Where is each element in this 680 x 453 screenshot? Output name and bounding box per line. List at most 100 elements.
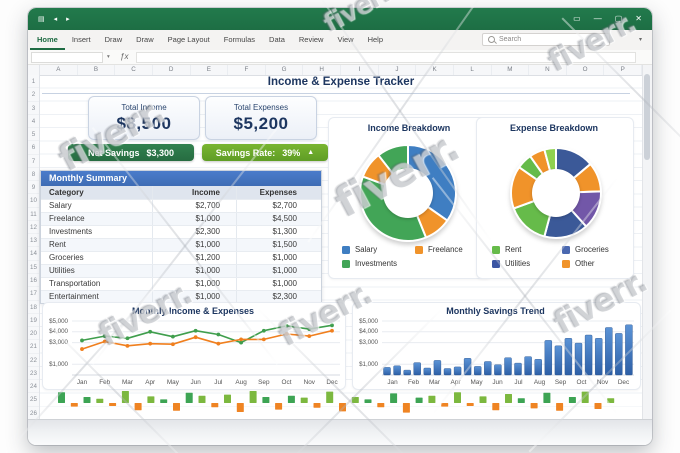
column-header-G[interactable]: G	[266, 65, 304, 75]
redo-icon[interactable]: ▸	[66, 15, 70, 23]
row-header-6[interactable]: 6	[28, 141, 39, 155]
column-header-P[interactable]: P	[604, 65, 642, 75]
cell[interactable]: $2,700	[272, 201, 297, 210]
row-header-20[interactable]: 20	[28, 327, 39, 341]
total-expenses-card: Total Expenses $5,200	[205, 96, 317, 140]
column-header-N[interactable]: N	[529, 65, 567, 75]
tab-draw[interactable]: Draw	[136, 35, 154, 44]
row-header-7[interactable]: 7	[28, 155, 39, 168]
cell[interactable]: $1,500	[272, 240, 297, 249]
cell[interactable]: $2,700	[153, 200, 237, 212]
column-header-F[interactable]: F	[228, 65, 266, 75]
row-header-3[interactable]: 3	[28, 102, 39, 115]
cell[interactable]: Salary	[41, 200, 153, 212]
save-icon[interactable]: ▤	[38, 15, 45, 23]
cell[interactable]: $4,500	[272, 214, 297, 223]
row-header-24[interactable]: 24	[28, 380, 39, 394]
ribbon-display-icon[interactable]: ▭	[573, 14, 581, 23]
win-loss-sparkline	[58, 391, 615, 413]
row-header-1[interactable]: 1	[28, 75, 39, 89]
column-header-O[interactable]: O	[567, 65, 605, 75]
x-tick: Jun	[492, 379, 503, 386]
y-tick: $4,000	[359, 328, 378, 336]
column-header-D[interactable]: D	[153, 65, 191, 75]
column-header-E[interactable]: E	[191, 65, 229, 75]
cell[interactable]: $1,000	[153, 239, 237, 251]
tab-insert[interactable]: Insert	[71, 35, 91, 44]
restore-icon[interactable]: ▢	[614, 14, 623, 23]
cell[interactable]: $1,000	[153, 265, 237, 277]
row-header-4[interactable]: 4	[28, 115, 39, 129]
column-header-A[interactable]: A	[40, 65, 78, 75]
row-header-11[interactable]: 11	[28, 208, 39, 221]
row-headers: 1 2 3 4 5 6 7 8 9 10 11 12 13 14 15 16 17 18 19 20 21 22 23 24 2…	[28, 75, 40, 420]
row-header-21[interactable]: 21	[28, 340, 39, 354]
tab-formulas[interactable]: Formulas	[223, 35, 256, 44]
tab-page-layout[interactable]: Page Layout	[167, 35, 210, 44]
cell[interactable]: Utilities	[41, 265, 153, 277]
cell[interactable]: $2,300	[153, 226, 237, 238]
column-header-H[interactable]: H	[303, 65, 341, 75]
cell[interactable]: $1,300	[272, 227, 297, 236]
cell[interactable]: $2,300	[272, 292, 297, 301]
column-header-L[interactable]: L	[454, 65, 492, 75]
row-header-12[interactable]: 12	[28, 221, 39, 235]
minimize-icon[interactable]: —	[593, 14, 602, 23]
tab-home[interactable]: Home	[30, 30, 65, 50]
row-header-9[interactable]: 9	[28, 181, 39, 195]
column-header-C[interactable]: C	[115, 65, 153, 75]
x-tick: Mar	[121, 379, 133, 386]
row-header-8[interactable]: 8	[28, 168, 39, 182]
column-header-M[interactable]: M	[492, 65, 530, 75]
column-header-J[interactable]: J	[379, 65, 417, 75]
ribbon-options-caret-icon[interactable]: ▾	[638, 37, 642, 43]
cell[interactable]: Transportation	[41, 278, 153, 290]
close-icon[interactable]: ✕	[635, 14, 642, 23]
tab-review[interactable]: Review	[298, 35, 324, 44]
column-header-I[interactable]: I	[341, 65, 379, 75]
search-box[interactable]: Search	[482, 33, 610, 46]
tab-draw[interactable]: Draw	[104, 35, 123, 44]
vertical-scrollbar[interactable]	[642, 65, 652, 420]
cell[interactable]: $1,000	[272, 266, 297, 275]
select-all-corner[interactable]	[28, 65, 40, 75]
cell[interactable]: Rent	[41, 239, 153, 251]
row-header-25[interactable]: 25	[28, 393, 39, 407]
titlebar: ▤ ◂ ▸ ▭ — ▢ ✕	[28, 8, 652, 30]
row-header-15[interactable]: 15	[28, 261, 39, 274]
table-row: Entertainment $1,000 $2,300	[41, 290, 321, 303]
cell[interactable]: Freelance	[41, 213, 153, 225]
cell[interactable]: $1,000	[153, 213, 237, 225]
cell[interactable]: Entertainment	[41, 291, 153, 303]
row-header-17[interactable]: 17	[28, 287, 39, 301]
row-header-19[interactable]: 19	[28, 314, 39, 328]
row-header-26[interactable]: 26	[28, 407, 39, 420]
cell[interactable]: Investments	[41, 226, 153, 238]
name-box[interactable]	[31, 52, 103, 63]
undo-icon[interactable]: ◂	[53, 15, 58, 23]
row-header-10[interactable]: 10	[28, 194, 39, 208]
formula-input[interactable]	[136, 52, 636, 63]
row-header-22[interactable]: 22	[28, 354, 39, 367]
cell[interactable]: $1,000	[272, 279, 297, 288]
column-header-K[interactable]: K	[416, 65, 454, 75]
row-header-16[interactable]: 16	[28, 274, 39, 288]
row-header-2[interactable]: 2	[28, 88, 39, 102]
row-header-5[interactable]: 5	[28, 128, 39, 142]
cell[interactable]: $1,000	[153, 291, 237, 303]
column-header-B[interactable]: B	[78, 65, 116, 75]
cell[interactable]: $1,200	[153, 252, 237, 264]
row-header-23[interactable]: 23	[28, 367, 39, 381]
row-header-13[interactable]: 13	[28, 234, 39, 248]
cell[interactable]: $1,000	[153, 278, 237, 290]
scrollbar-thumb[interactable]	[644, 74, 650, 160]
tab-data[interactable]: Data	[269, 35, 285, 44]
row-header-14[interactable]: 14	[28, 247, 39, 261]
row-header-18[interactable]: 18	[28, 301, 39, 314]
tab-help[interactable]: Help	[367, 35, 384, 44]
cell[interactable]: $1,000	[272, 253, 297, 262]
legend-label: Freelance	[428, 245, 463, 254]
tab-view[interactable]: View	[337, 35, 354, 44]
namebox-caret-icon[interactable]: ▾	[107, 54, 110, 60]
cell[interactable]: Groceries	[41, 252, 153, 264]
